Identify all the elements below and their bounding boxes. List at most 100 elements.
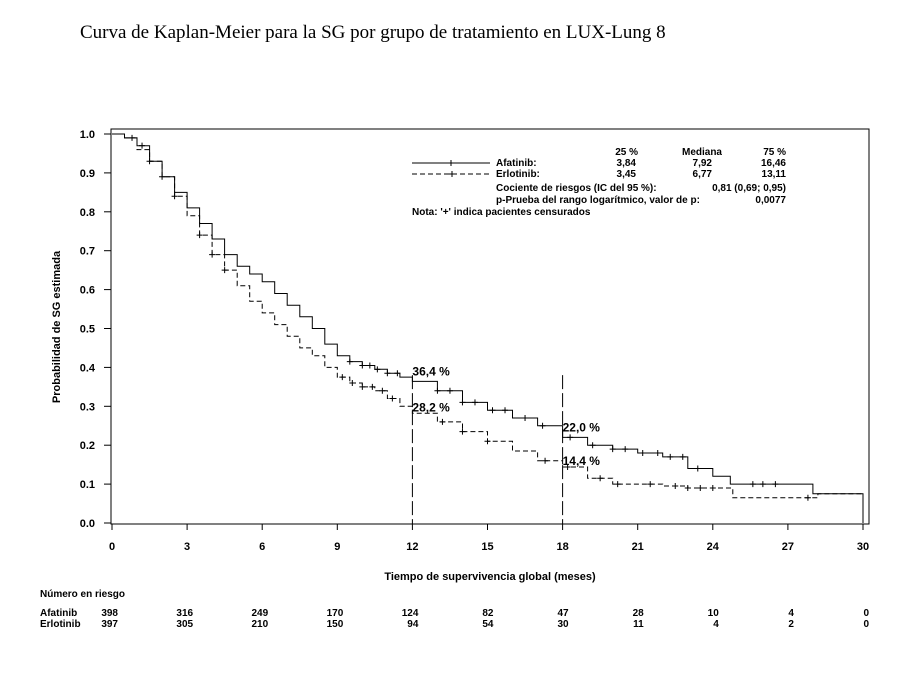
annotations: 36,4 % 28,2 % 22,0 % 14,4 % [412, 364, 600, 468]
afatinib-censor-mark [446, 387, 453, 394]
risk-count-value: 94 [407, 619, 419, 630]
x-tick-label: 15 [481, 541, 493, 553]
risk-count-value: 4 [713, 619, 719, 630]
y-tick-label: 0.8 [80, 207, 95, 219]
risk-row-label: Afatinib [40, 608, 77, 619]
risk-count-value: 54 [482, 619, 494, 630]
erlotinib-censor-mark [542, 457, 549, 464]
risk-count-value: 11 [633, 619, 644, 630]
x-tick-label: 24 [707, 541, 720, 553]
erlotinib-censor-mark [129, 134, 136, 141]
erlotinib-censor-mark [697, 484, 704, 491]
risk-count-value: 150 [327, 619, 344, 630]
afatinib-censor-mark [679, 453, 686, 460]
risk-table-title: Número en riesgo [40, 589, 125, 600]
erlotinib-censor-mark [439, 418, 446, 425]
x-tick-label: 18 [556, 541, 568, 553]
x-tick-label: 0 [109, 541, 115, 553]
afatinib-censor-mark [694, 465, 701, 472]
y-tick-label: 0.4 [80, 362, 96, 374]
legend-series-name: Erlotinib: [496, 169, 540, 180]
erlotinib-censor-mark [614, 481, 621, 488]
legend-header-p75: 75 % [763, 147, 786, 158]
afatinib-censor-mark [502, 407, 509, 414]
x-tick-label: 9 [334, 541, 340, 553]
afatinib-censor-mark [639, 449, 646, 456]
afatinib-censor-mark [654, 449, 661, 456]
erlotinib-censor-mark [171, 193, 178, 200]
afatinib-censor-mark [374, 366, 381, 373]
x-tick-label: 27 [782, 541, 794, 553]
erlotinib-censor-mark [804, 494, 811, 501]
afatinib-censor-mark [384, 370, 391, 377]
survival-rate-label: 36,4 % [412, 364, 450, 378]
legend-p75-value: 16,46 [761, 158, 786, 169]
y-tick-label: 0.9 [80, 168, 95, 180]
afatinib-censor-mark [609, 446, 616, 453]
risk-count-value: 249 [252, 608, 269, 619]
reference-lines [411, 375, 564, 524]
y-tick-label: 0.6 [80, 285, 95, 297]
erlotinib-censor-mark [709, 484, 716, 491]
afatinib-censor-mark [489, 407, 496, 414]
afatinib-censor-mark [459, 399, 466, 406]
risk-count-value: 210 [252, 619, 269, 630]
erlotinib-censor-mark [349, 379, 356, 386]
survival-rate-label: 28,2 % [412, 400, 450, 414]
risk-count-value: 316 [176, 608, 193, 619]
afatinib-censor-mark [567, 434, 574, 441]
risk-count-value: 305 [176, 619, 193, 630]
erlotinib-censor-mark [484, 438, 491, 445]
erlotinib-censor-mark [564, 463, 571, 470]
legend-series-name: Afatinib: [496, 158, 537, 169]
risk-count-value: 10 [708, 608, 720, 619]
risk-row-label: Erlotinib [40, 619, 81, 630]
plot-frame [110, 128, 870, 525]
risk-count-value: 28 [633, 608, 645, 619]
legend-p75-value: 13,11 [762, 169, 787, 180]
risk-count-value: 4 [788, 608, 794, 619]
afatinib-censor-mark [346, 358, 353, 365]
afatinib-censor-mark [539, 422, 546, 429]
risk-count-value: 397 [101, 619, 118, 630]
erlotinib-censor-mark [146, 158, 153, 165]
risk-count-value: 0 [863, 619, 869, 630]
x-axis-title: Tiempo de supervivencia global (meses) [384, 571, 596, 583]
hazard-ratio-value: 0,81 (0,69; 0,95) [712, 183, 786, 194]
y-axis-title: Probabilidad de SG estimada [51, 250, 63, 403]
p-value-value: 0,0077 [755, 195, 786, 206]
erlotinib-censor-mark [459, 428, 466, 435]
legend: 25 % Mediana 75 % Afatinib: 3,84 7,92 16,46 Erl… [412, 147, 786, 218]
erlotinib-censor-mark [389, 395, 396, 402]
afatinib-censor-mark [759, 481, 766, 488]
afatinib-censor-mark [434, 387, 441, 394]
afatinib-censor-mark [589, 442, 596, 449]
risk-count-value: 82 [482, 608, 494, 619]
risk-count-value: 30 [557, 619, 569, 630]
erlotinib-censor-mark [597, 475, 604, 482]
erlotinib-censor-mark [647, 481, 654, 488]
erlotinib-censor-mark [369, 383, 376, 390]
legend-header-p25: 25 % [615, 147, 638, 158]
legend-header-median: Mediana [682, 147, 722, 158]
afatinib-censor-mark [667, 453, 674, 460]
survival-rate-label: 14,4 % [563, 454, 601, 468]
afatinib-censor-mark [622, 446, 629, 453]
legend-censor-swatch [448, 160, 454, 166]
legend-p25-value: 3,84 [617, 158, 637, 169]
p-value-label: p-Prueba del rango logarítmico, valor de… [496, 195, 700, 206]
hazard-ratio-label: Cociente de riesgos (IC del 95 %): [496, 183, 657, 194]
censor-note: Nota: '+' indica pacientes censurados [412, 207, 591, 218]
x-tick-label: 21 [632, 541, 644, 553]
legend-median-value: 7,92 [693, 158, 713, 169]
risk-count-value: 124 [402, 608, 419, 619]
x-tick-label: 3 [184, 541, 190, 553]
risk-count-value: 0 [863, 608, 869, 619]
afatinib-censor-mark [359, 362, 366, 369]
risk-count-value: 398 [101, 608, 118, 619]
y-tick-label: 0.1 [80, 479, 95, 491]
legend-censor-swatch [449, 171, 455, 177]
risk-table: Número en riesgo Afatinib 398 316 249 170 124 8… [40, 589, 869, 630]
axis-ticks: 0 3 6 9 12 15 18 21 24 27 30 0.0 0.1 0.2 0.3 0.4 0.5 0.6 0… [80, 129, 869, 553]
erlotinib-censor-mark [379, 387, 386, 394]
